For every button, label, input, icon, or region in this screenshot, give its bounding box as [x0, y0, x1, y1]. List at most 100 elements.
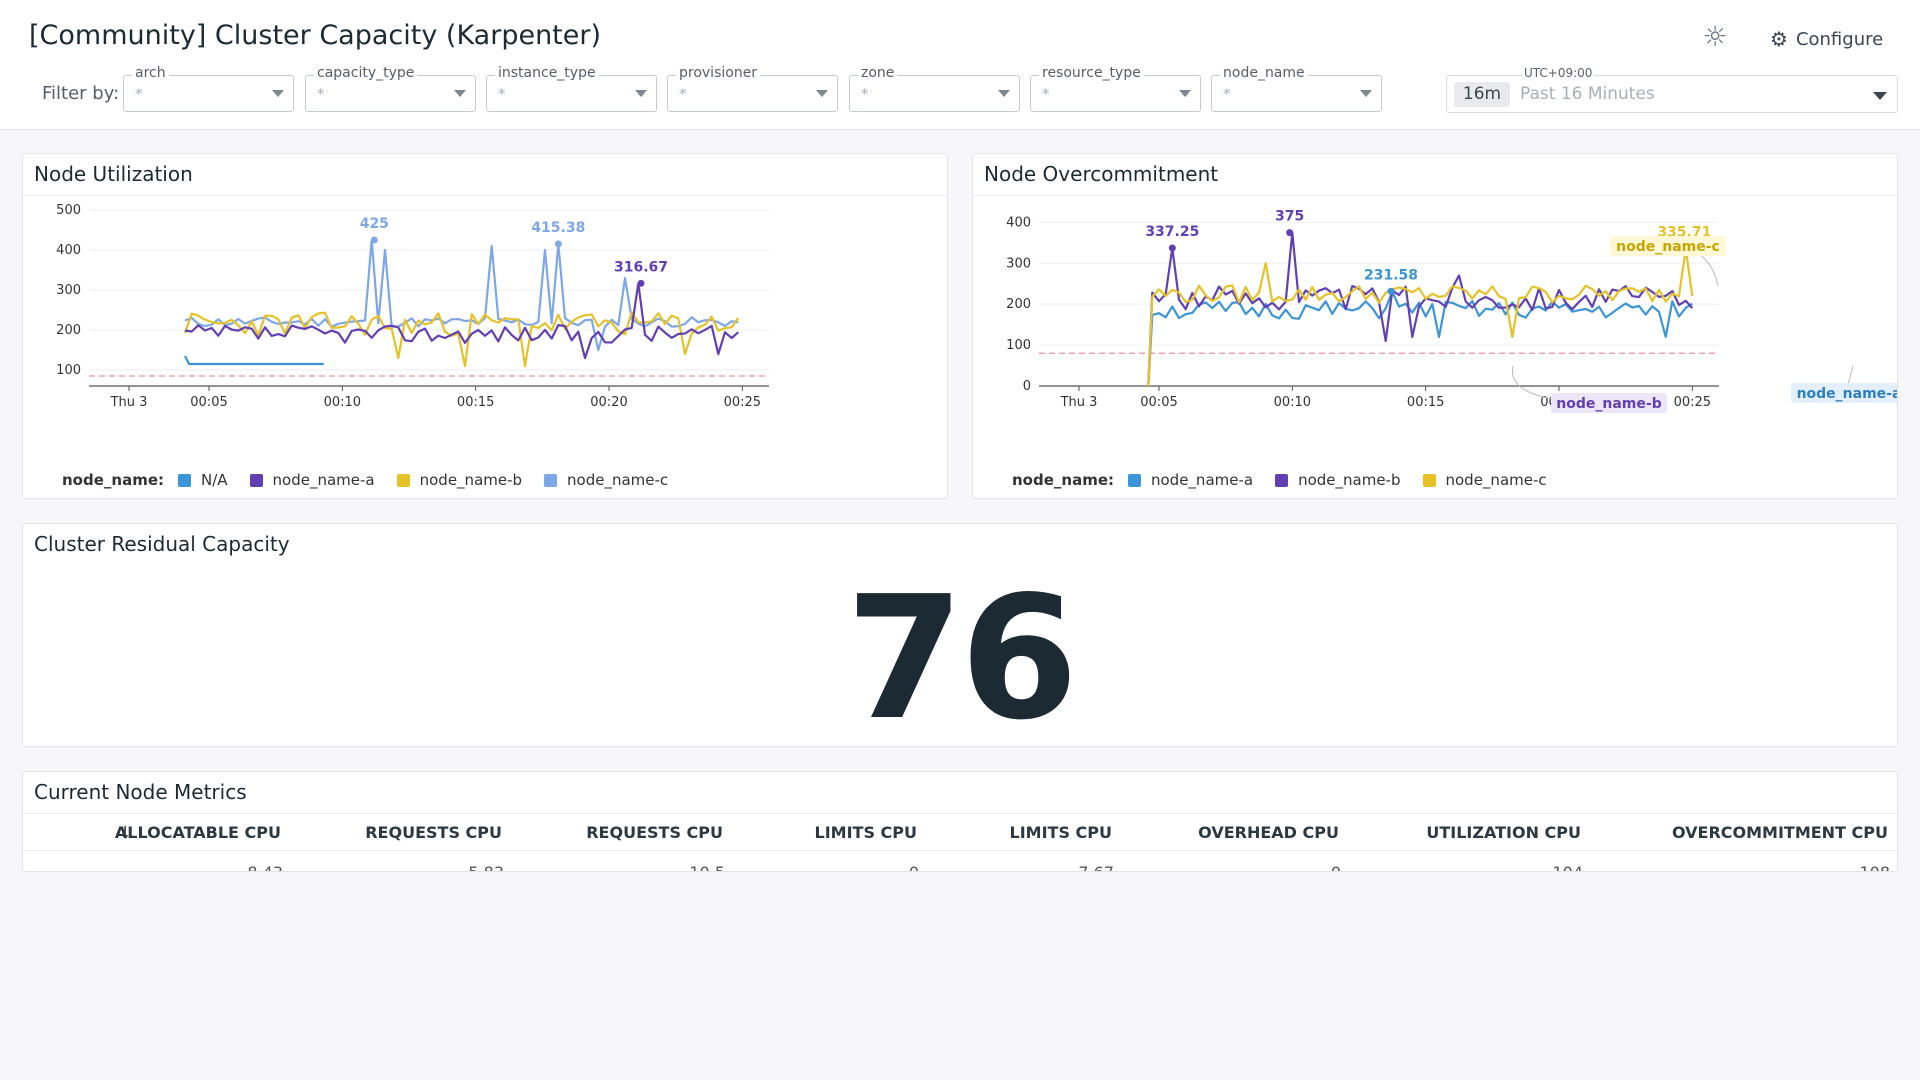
- filter-resource-type[interactable]: resource_type *: [1030, 65, 1201, 112]
- x-tick-label: 00:10: [1274, 395, 1311, 410]
- annotation-marker: [1286, 229, 1294, 237]
- y-tick-label: 100: [56, 363, 81, 378]
- filter-by-label: Filter by:: [42, 83, 120, 104]
- callout-label: node_name-b: [1556, 396, 1661, 412]
- gear-icon: ⚙: [1770, 27, 1788, 51]
- configure-button[interactable]: ⚙ Configure: [1770, 24, 1883, 54]
- series-line-c: [184, 238, 739, 352]
- legend-swatch: [1422, 473, 1436, 487]
- legend-label: node_name-b: [419, 471, 523, 489]
- column-header[interactable]: UTILIZATION CPU: [1426, 823, 1581, 842]
- callout-box: [1551, 393, 1667, 413]
- filter-label: instance_type: [495, 65, 599, 81]
- legend-swatch: [544, 473, 558, 487]
- node-utilization-chart[interactable]: 100 200 300 400 500 Thu 3 00:05 00:10 00:15 00:20…: [23, 196, 947, 416]
- time-range-value: Past 16 Minutes: [1520, 84, 1655, 104]
- x-tick-label: 00:25: [724, 395, 761, 410]
- filter-value: *: [1042, 85, 1050, 103]
- annotation-marker: [370, 236, 378, 244]
- time-range-selector[interactable]: UTC+09:00 16m Past 16 Minutes: [1446, 66, 1898, 113]
- column-header[interactable]: REQUESTS CPU: [586, 823, 723, 842]
- configure-label: Configure: [1795, 28, 1884, 50]
- filter-value: *: [679, 85, 687, 103]
- column-header[interactable]: OVERHEAD CPU: [1198, 823, 1339, 842]
- annotation-label: 415.38: [531, 220, 585, 236]
- theme-toggle-icon[interactable]: ☼: [1702, 20, 1728, 53]
- node-overcommitment-widget[interactable]: Node Overcommitment 0 100 200 300 400 Thu 3 00…: [972, 153, 1898, 499]
- legend-item-na[interactable]: N/A: [178, 471, 228, 489]
- callout-label: node_name-a: [1797, 386, 1897, 402]
- legend-item-node-name-c[interactable]: node_name-c: [544, 471, 668, 489]
- x-tick-label: 00:10: [324, 395, 361, 410]
- annotation-label: 425: [360, 216, 389, 232]
- y-tick-label: 400: [56, 243, 81, 258]
- x-tick-label: 00:05: [190, 395, 227, 410]
- callout-label: node_name-c: [1616, 239, 1720, 255]
- filter-label: capacity_type: [314, 65, 418, 81]
- table-cell: 5.83: [468, 863, 504, 871]
- annotation-marker: [1168, 244, 1176, 252]
- x-tick-label: 00:15: [1407, 395, 1444, 410]
- y-tick-label: 100: [1006, 338, 1031, 353]
- y-tick-label: 400: [1006, 215, 1031, 230]
- annotation-label: 375: [1275, 209, 1304, 225]
- legend-label: node_name-c: [1445, 471, 1547, 489]
- chevron-down-icon: [454, 90, 466, 97]
- chevron-down-icon: [272, 90, 284, 97]
- annotation-marker: [1387, 287, 1395, 295]
- legend-item-node-name-b[interactable]: node_name-b: [1275, 471, 1401, 489]
- sort-descending-icon[interactable]: ⭣: [121, 822, 130, 843]
- table-cell: 0: [909, 863, 919, 871]
- y-tick-label: 500: [56, 203, 81, 218]
- filter-instance-type[interactable]: instance_type *: [486, 65, 657, 112]
- chevron-down-icon: [998, 90, 1010, 97]
- node-utilization-widget[interactable]: Node Utilization 100 200 300 400 500 Thu 3 00:…: [22, 153, 948, 499]
- table-row[interactable]: 8.43 5.83 10.5 0 7.67 0 104 108: [23, 851, 1897, 871]
- series-line-c: [1147, 247, 1694, 387]
- chart-legend: node_name: node_name-a node_name-b node_…: [1012, 470, 1569, 490]
- y-tick-label: 0: [1023, 379, 1031, 394]
- filter-label: node_name: [1220, 65, 1308, 81]
- cluster-residual-capacity-widget[interactable]: Cluster Residual Capacity 76: [22, 523, 1898, 747]
- legend-key: node_name:: [62, 471, 164, 489]
- column-header[interactable]: OVERCOMMITMENT CPU: [1671, 823, 1888, 842]
- x-tick-label: Thu 3: [1060, 395, 1098, 410]
- column-header[interactable]: ALLOCATABLE CPU: [114, 823, 281, 842]
- filter-label: zone: [858, 65, 898, 81]
- table-cell: 108: [1859, 863, 1890, 871]
- series-line-na: [184, 355, 324, 366]
- series-line-b: [183, 311, 740, 368]
- annotation-label: 316.67: [614, 259, 668, 275]
- widget-title: Node Overcommitment: [984, 162, 1219, 186]
- table-header: ⭣ ALLOCATABLE CPU REQUESTS CPU REQUESTS …: [23, 813, 1897, 851]
- filter-arch[interactable]: arch *: [123, 65, 294, 112]
- annotation-marker: [637, 279, 645, 287]
- filter-value: *: [135, 85, 143, 103]
- legend-item-node-name-c[interactable]: node_name-c: [1422, 471, 1547, 489]
- filter-node-name[interactable]: node_name *: [1211, 65, 1382, 112]
- chevron-down-icon: [1873, 92, 1887, 100]
- filter-label: arch: [132, 65, 169, 81]
- query-value: 76: [845, 560, 1079, 758]
- x-tick-label: 00:15: [457, 395, 494, 410]
- table-cell: 8.43: [247, 863, 283, 871]
- x-tick-label: 00:20: [590, 395, 627, 410]
- column-header[interactable]: REQUESTS CPU: [365, 823, 502, 842]
- legend-item-node-name-a[interactable]: node_name-a: [1128, 471, 1253, 489]
- column-header[interactable]: LIMITS CPU: [1009, 823, 1113, 842]
- timezone-label: UTC+09:00: [1522, 66, 1595, 80]
- filter-capacity-type[interactable]: capacity_type *: [305, 65, 476, 112]
- chevron-down-icon: [816, 90, 828, 97]
- legend-item-node-name-b[interactable]: node_name-b: [396, 471, 523, 489]
- x-tick-label: 00:05: [1140, 395, 1177, 410]
- legend-item-node-name-a[interactable]: node_name-a: [249, 471, 375, 489]
- filter-zone[interactable]: zone *: [849, 65, 1020, 112]
- column-header[interactable]: LIMITS CPU: [814, 823, 918, 842]
- legend-key: node_name:: [1012, 471, 1114, 489]
- current-node-metrics-widget[interactable]: Current Node Metrics ⭣ ALLOCATABLE CPU R…: [22, 771, 1898, 872]
- filter-value: *: [317, 85, 325, 103]
- filter-label: provisioner: [676, 65, 761, 81]
- filter-value: *: [861, 85, 869, 103]
- filter-provisioner[interactable]: provisioner *: [667, 65, 838, 112]
